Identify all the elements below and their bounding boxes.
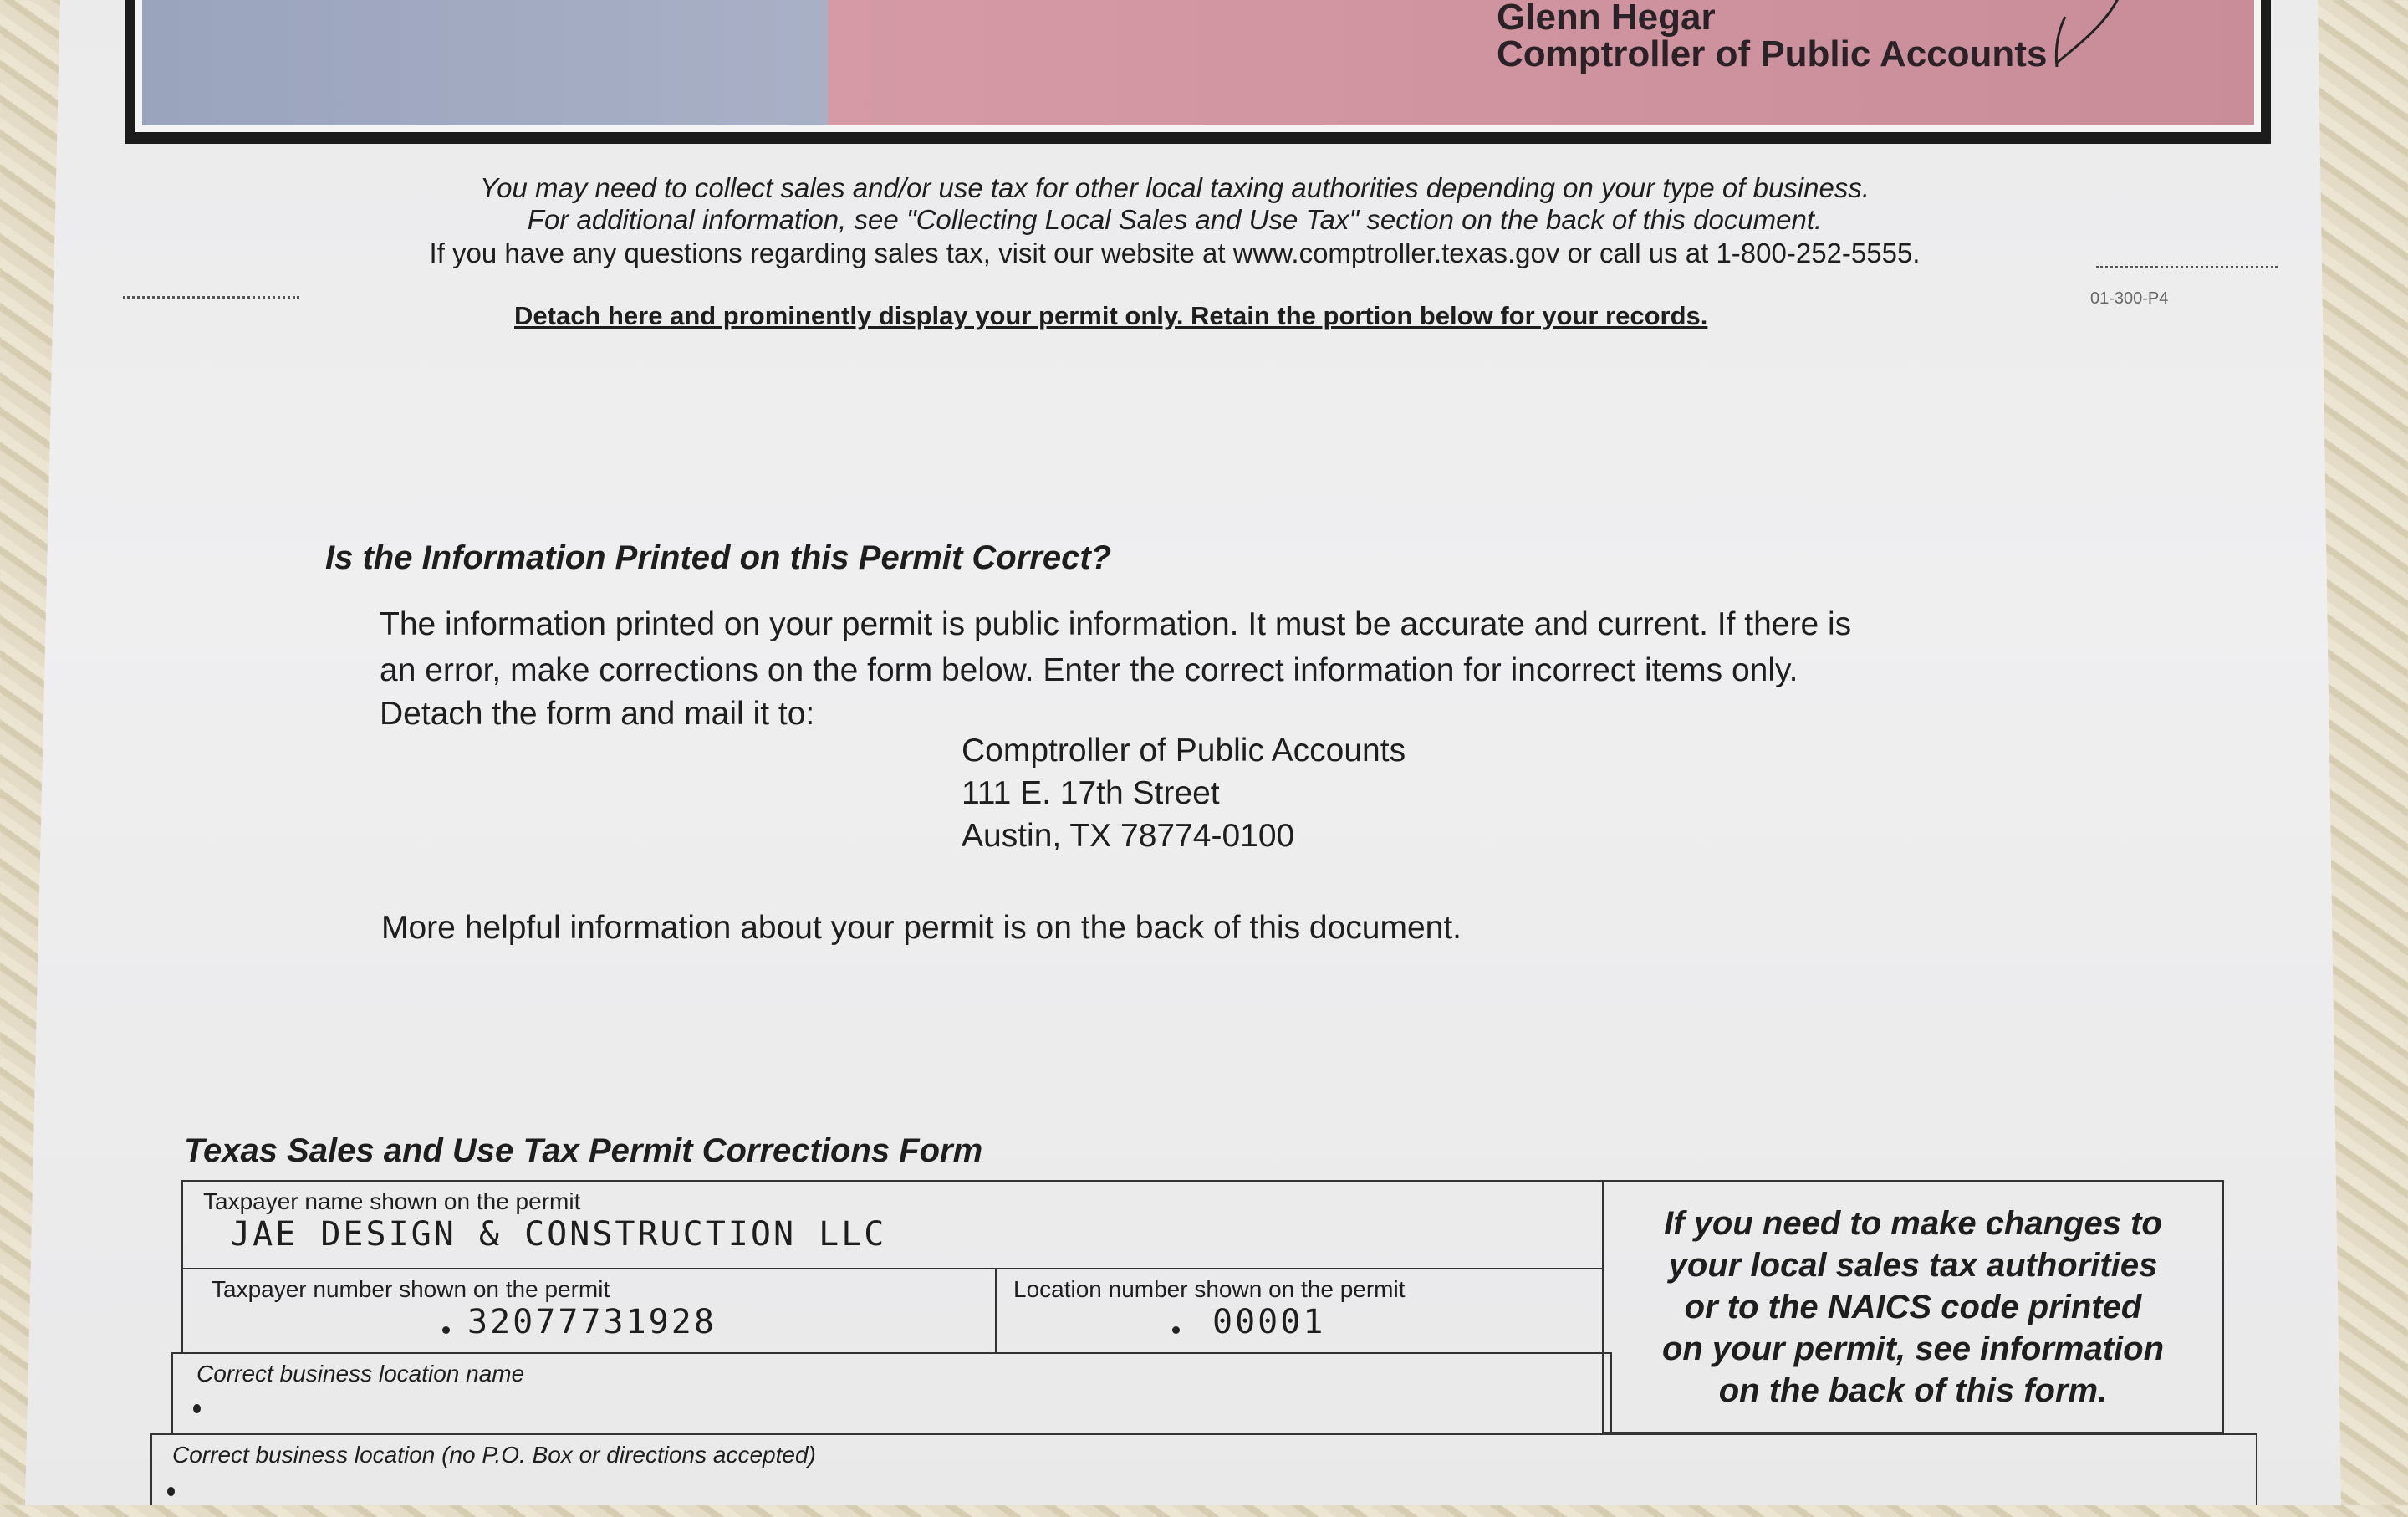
- bullet-icon: [167, 1487, 175, 1496]
- notice-line-1: You may need to collect sales and/or use…: [479, 172, 1870, 203]
- taxpayer-number-field[interactable]: Taxpayer number shown on the permit 3207…: [181, 1268, 997, 1354]
- location-number-label: Location number shown on the permit: [1013, 1276, 1406, 1302]
- mailing-address-line-2: 111 E. 17th Street: [962, 775, 1220, 811]
- comptroller-title: Comptroller of Public Accounts: [1497, 33, 2048, 74]
- location-number-field[interactable]: Location number shown on the permit 0000…: [995, 1268, 1604, 1354]
- taxpayer-name-field[interactable]: Taxpayer name shown on the permit JAE DE…: [181, 1180, 1604, 1269]
- business-location-field[interactable]: Correct business location (no P.O. Box o…: [150, 1433, 2258, 1505]
- bullet-icon: [193, 1404, 201, 1413]
- bullet-icon: [1172, 1326, 1180, 1334]
- permit-banner: [125, 0, 2271, 144]
- notice-line-2: For additional information, see "Collect…: [527, 204, 1823, 235]
- mailing-address-line-3: Austin, TX 78774-0100: [962, 818, 1295, 854]
- detach-line-right: [2096, 266, 2278, 268]
- location-number-value: 00001: [1212, 1303, 1326, 1341]
- form-code: 01-300-P4: [2090, 289, 2169, 308]
- comptroller-name: Glenn Hegar: [1497, 0, 1716, 38]
- naics-side-note: If you need to make changes to your loca…: [1602, 1180, 2224, 1433]
- detach-instruction: Detach here and prominently display your…: [514, 301, 1708, 330]
- detach-line-left: [123, 296, 299, 299]
- taxpayer-number-value: 32077731928: [467, 1303, 717, 1341]
- info-paragraph-line-1: The information printed on your permit i…: [380, 606, 1852, 642]
- location-name-label: Correct business location name: [196, 1361, 525, 1387]
- flag-blue-panel: [142, 0, 828, 125]
- taxpayer-name-value: JAE DESIGN & CONSTRUCTION LLC: [230, 1215, 887, 1254]
- location-name-field[interactable]: Correct business location name: [171, 1352, 1612, 1435]
- signature-icon: [2054, 0, 2125, 68]
- form-title: Texas Sales and Use Tax Permit Correctio…: [184, 1132, 983, 1169]
- more-info-text: More helpful information about your perm…: [381, 910, 1462, 946]
- taxpayer-name-label: Taxpayer name shown on the permit: [203, 1188, 581, 1214]
- flag-red-panel: [828, 0, 2254, 125]
- mailing-address-line-1: Comptroller of Public Accounts: [962, 733, 1406, 769]
- info-paragraph-line-2: an error, make corrections on the form b…: [380, 652, 1798, 688]
- info-heading: Is the Information Printed on this Permi…: [325, 539, 1112, 576]
- notice-line-3: If you have any questions regarding sale…: [429, 238, 1921, 268]
- info-paragraph-line-3: Detach the form and mail it to:: [380, 696, 815, 732]
- taxpayer-number-label: Taxpayer number shown on the permit: [212, 1276, 610, 1302]
- business-location-label: Correct business location (no P.O. Box o…: [172, 1442, 816, 1468]
- bullet-icon: [442, 1326, 450, 1334]
